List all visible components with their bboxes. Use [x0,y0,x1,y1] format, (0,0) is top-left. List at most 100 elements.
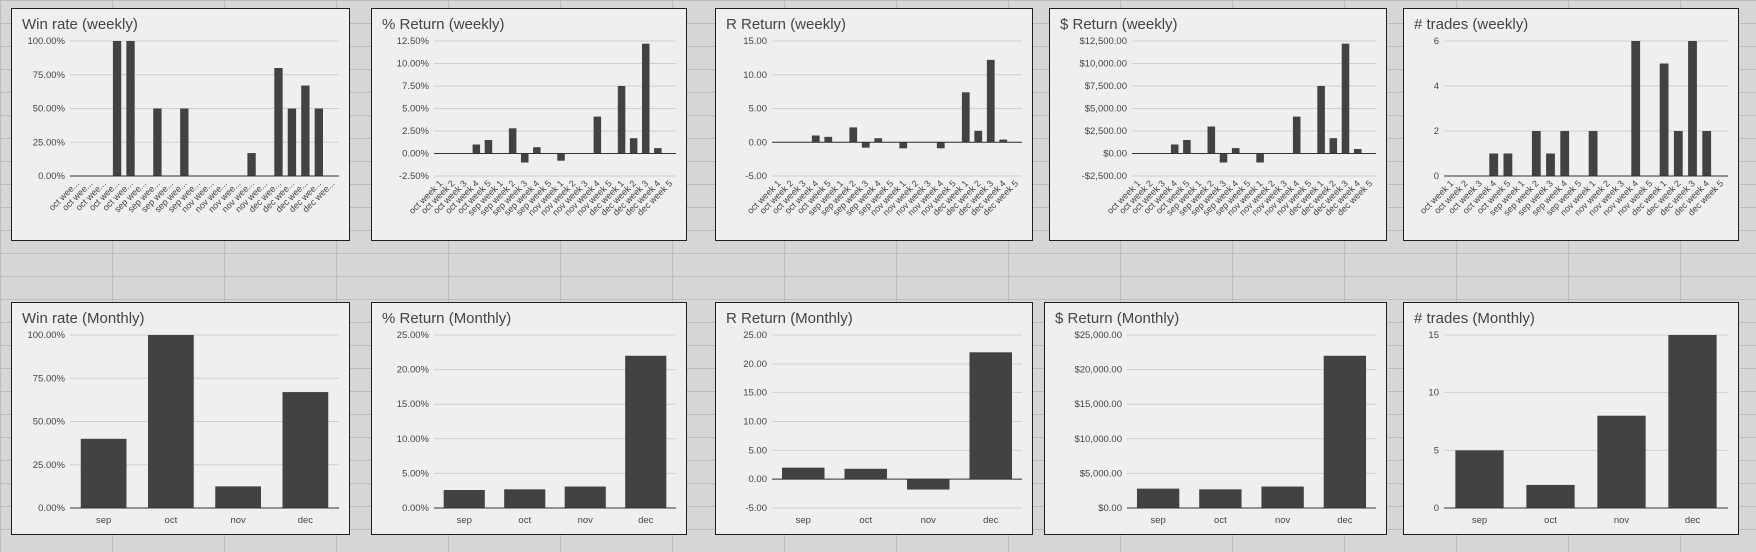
y-tick-label: 2 [1434,126,1439,137]
y-tick-label: 15.00 [743,36,767,47]
bar [824,136,833,143]
bar [1597,415,1646,508]
y-tick-label: -2.50% [399,171,430,182]
bar [1231,148,1240,154]
y-tick-label: 5.00 [749,445,768,456]
bar [617,86,626,154]
bar [80,438,127,508]
y-tick-label: 75.00% [33,70,66,81]
y-tick-label: 0.00% [38,171,65,182]
y-tick-label: 20.00 [743,359,767,370]
y-tick-label: 5.00% [402,468,429,479]
bar [508,128,517,154]
bar [1341,43,1350,154]
bar [564,486,606,508]
y-tick-label: 0 [1434,171,1439,182]
bar [287,108,297,176]
bar [1526,484,1575,508]
bar [1659,63,1669,176]
bar [533,147,541,154]
y-tick-label: 15.00 [743,388,767,399]
bar [907,479,950,490]
bar [1199,489,1242,508]
bar [472,144,481,154]
x-tick-label: nov [1614,515,1630,526]
chart: $ Return (Monthly) $0.00 $5,000.00 $10,000.… [1055,310,1376,526]
chart: R Return (Monthly) -5.00 0.00 5.00 10.00 15.0… [726,310,1022,526]
y-tick-label: 7.50% [402,81,429,92]
x-tick-label: sep [96,515,111,526]
chart: % Return (Monthly) 0.00% 5.00% 10.00% 15.00%… [382,310,676,526]
x-tick-label: dec [983,515,999,526]
bar [593,116,602,154]
bar [936,142,945,149]
x-tick-label: oct [1544,515,1557,526]
x-tick-label: dec [1685,515,1701,526]
bar [443,490,485,508]
x-tick-label: oct [518,515,531,526]
bar [782,467,825,480]
chart-title: % Return (Monthly) [382,310,511,327]
bar [520,153,529,163]
bar [1455,450,1504,508]
bar [1631,41,1641,176]
y-tick-label: 50.00% [33,417,66,428]
y-tick-label: 5.00% [402,104,429,115]
y-tick-label: $0.00 [1098,503,1122,514]
y-tick-label: 10 [1428,388,1439,399]
bar [1503,153,1513,176]
bar [1256,153,1264,163]
y-tick-label: 100.00% [27,36,65,47]
y-tick-label: 0.00 [749,474,768,485]
bar [504,489,546,508]
bar [180,108,189,176]
y-tick-label: 10.00 [743,417,767,428]
x-tick-label: dec [638,515,654,526]
bar [969,352,1012,480]
y-tick-label: 50.00% [33,104,66,115]
bar [1317,86,1325,154]
x-tick-label: oct [165,515,178,526]
bar [844,468,887,480]
y-tick-label: 20.00% [397,365,430,376]
bar [112,41,122,176]
y-tick-label: 2.50% [402,126,429,137]
x-tick-label: nov [578,515,594,526]
y-tick-label: $25,000.00 [1074,330,1122,341]
chart-title: # trades (weekly) [1414,16,1528,33]
bar [1688,41,1697,176]
chart-panel: $ Return (weekly) -$2,500.00 $0.00 $2,500.0… [1049,8,1387,241]
x-tick-label: sep [796,515,811,526]
y-tick-label: $10,000.00 [1079,59,1127,70]
x-tick-label: nov [921,515,937,526]
chart: # trades (Monthly) 0 5 10 15 sep oct nov dec [1414,310,1728,526]
x-tick-label: nov [1275,515,1291,526]
bar [849,127,858,143]
chart: % Return (weekly) -2.50% 0.00% 2.50% 5.00% 7.… [382,16,676,218]
y-tick-label: 25.00% [397,330,430,341]
chart-title: Win rate (weekly) [22,16,138,33]
bar [153,108,162,176]
chart-title: # trades (Monthly) [1414,310,1535,327]
y-tick-label: 10.00% [397,434,430,445]
bar [874,138,883,143]
bar [654,148,662,154]
bar [1560,131,1570,176]
y-tick-label: $7,500.00 [1085,81,1127,92]
chart: R Return (weekly) -5.00 0.00 5.00 10.00 15.00… [726,16,1022,218]
chart-panel: $ Return (Monthly) $0.00 $5,000.00 $10,000.… [1044,302,1387,535]
bar [247,153,256,176]
chart-title: R Return (Monthly) [726,310,853,327]
y-tick-label: 12.50% [397,36,430,47]
chart-panel: Win rate (Monthly) 0.00% 25.00% 50.00% 75.00… [11,302,350,535]
bar [625,355,667,508]
y-tick-label: -$2,500.00 [1082,171,1127,182]
x-tick-label: sep [457,515,472,526]
y-tick-label: $5,000.00 [1085,104,1127,115]
bar [1207,126,1216,154]
y-tick-label: $15,000.00 [1074,399,1122,410]
bar [974,130,983,143]
chart: Win rate (weekly) 0.00% 25.00% 50.00% 75.00%… [22,16,339,214]
